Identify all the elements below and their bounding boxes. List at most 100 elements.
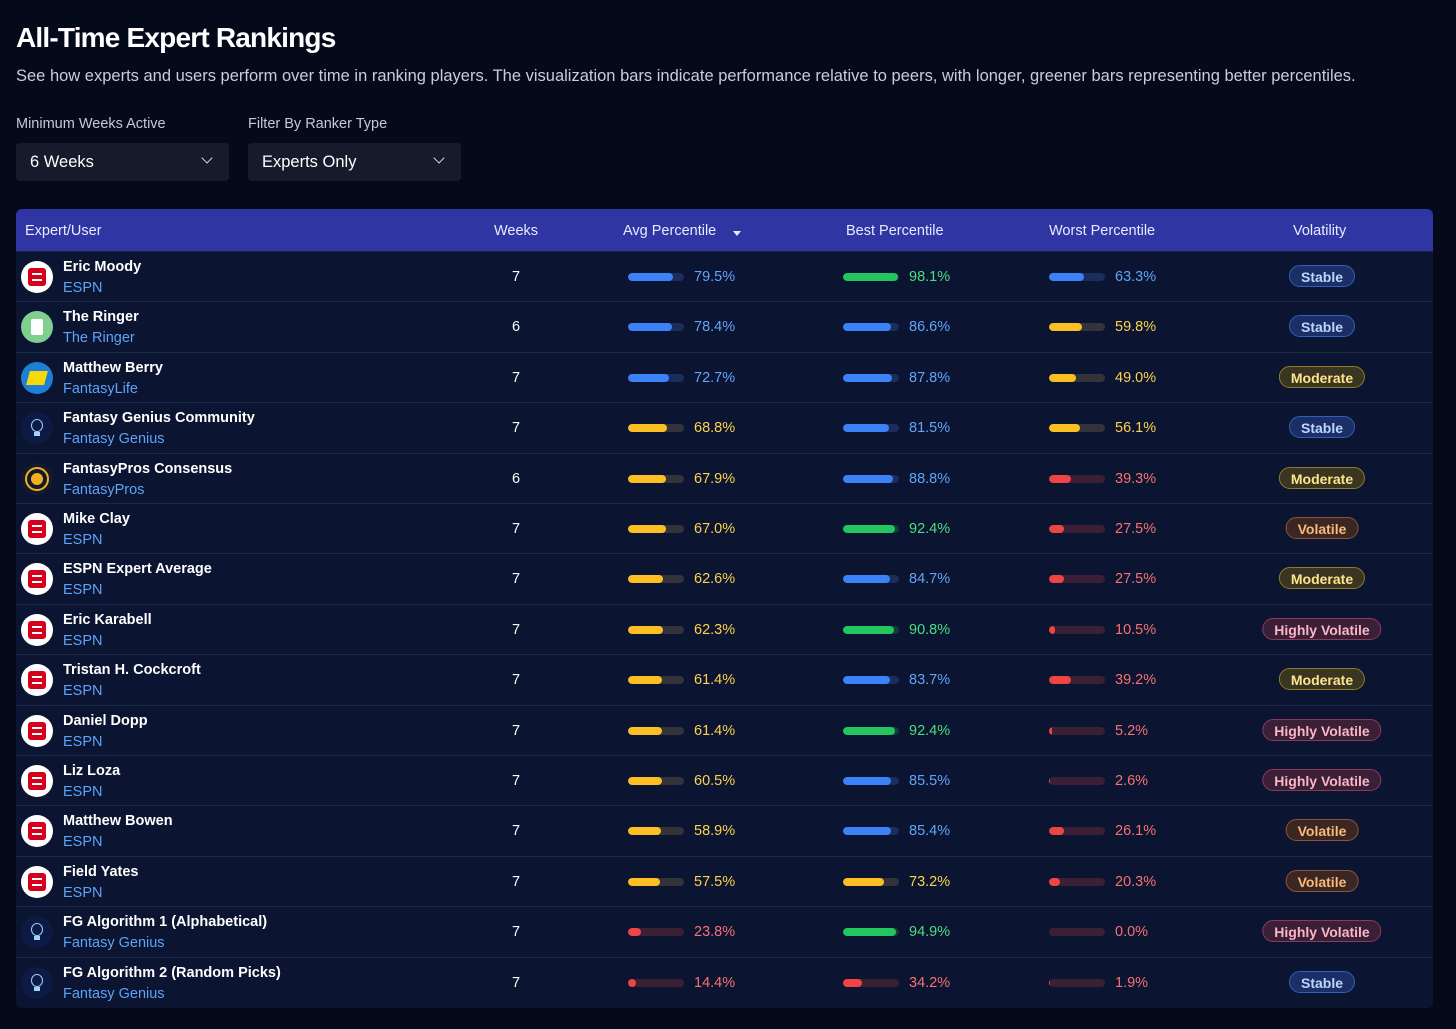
percentile-bar xyxy=(843,474,893,483)
percentile-bar xyxy=(628,474,667,483)
percentile-track xyxy=(628,676,684,685)
logo-part xyxy=(31,973,43,987)
percentile-bar xyxy=(628,424,667,433)
expert-source: ESPN xyxy=(63,532,103,548)
percentile-bar xyxy=(1049,726,1052,735)
percentile-track xyxy=(628,978,684,987)
expert-name: Daniel Dopp xyxy=(63,712,148,729)
expert-source: ESPN xyxy=(63,582,103,599)
percentile-track xyxy=(1049,525,1105,533)
weeks: 7 xyxy=(511,521,521,537)
table-row: Liz Loza ESPN 7 60.5% 85.5% 2.6% Highly Volati… xyxy=(16,755,1433,805)
weeks: 7 xyxy=(511,974,521,991)
expert-name: FantasyPros Consensus xyxy=(63,460,233,477)
percentile-bar xyxy=(1049,373,1077,382)
percentile-bar xyxy=(628,323,672,332)
rankings-table: Expert/User Weeks Avg Percentile Best Perce… xyxy=(16,209,1433,1008)
dropdown-value: Experts Only xyxy=(262,153,357,171)
expert-name: ESPN Expert Average xyxy=(63,561,212,578)
percentile-track xyxy=(1049,978,1105,987)
logo-part xyxy=(32,575,42,578)
chevron xyxy=(201,152,213,164)
percentile-label: 61.4% xyxy=(694,722,736,739)
percentile-track xyxy=(843,474,899,483)
logo xyxy=(21,664,53,697)
logo xyxy=(21,765,53,797)
percentile-bar xyxy=(628,676,663,685)
column-header[interactable]: Avg Percentile xyxy=(623,223,717,239)
percentile-bar xyxy=(1049,625,1055,634)
logo-part xyxy=(32,279,42,281)
volatility-badge: Highly Volatile xyxy=(1262,718,1382,741)
percentile-bar xyxy=(843,625,894,634)
weeks: 7 xyxy=(511,571,521,588)
logo-part xyxy=(34,936,40,941)
percentile-label: 27.5% xyxy=(1115,521,1157,537)
table-row: Tristan H. Cockcroft ESPN 7 61.4% 83.7% 39.2%… xyxy=(16,654,1433,704)
weeks: 7 xyxy=(511,621,521,638)
percentile-bar xyxy=(628,575,664,584)
logo-part xyxy=(32,877,42,880)
volatility-badge: Stable xyxy=(1288,265,1356,287)
logo-part xyxy=(26,370,48,385)
weeks: 7 xyxy=(511,722,521,739)
percentile-track xyxy=(628,273,684,281)
percentile-label: 61.4% xyxy=(694,672,736,689)
weeks: 6 xyxy=(511,319,521,336)
chevron xyxy=(433,152,445,164)
volatility-badge: Volatile xyxy=(1285,517,1359,539)
percentile-label: 67.0% xyxy=(694,521,736,537)
percentile-track xyxy=(1049,625,1105,634)
percentile-label: 92.4% xyxy=(909,722,951,739)
table-row: Fantasy Genius Community Fantasy Genius 7 6… xyxy=(16,402,1433,452)
percentile-bar xyxy=(628,928,642,937)
dropdown[interactable]: Experts Only xyxy=(248,143,461,181)
percentile-track xyxy=(843,676,899,685)
logo-part xyxy=(31,419,43,433)
logo-part xyxy=(32,531,42,533)
percentile-label: 0.0% xyxy=(1115,924,1149,941)
logo-part xyxy=(32,682,42,685)
logo-part xyxy=(28,620,46,639)
table-row: Matthew Berry FantasyLife 7 72.7% 87.8% 49.0%… xyxy=(16,351,1433,402)
percentile-track xyxy=(843,625,899,634)
logo-part xyxy=(32,581,42,584)
percentile-bar xyxy=(843,424,889,433)
percentile-bar xyxy=(843,726,895,735)
percentile-label: 92.4% xyxy=(909,521,951,537)
percentile-label: 62.3% xyxy=(694,621,736,638)
logo-part xyxy=(32,625,42,628)
table-row: ESPN Expert Average ESPN 7 62.6% 84.7% 27.5% M… xyxy=(16,553,1433,603)
logo-part xyxy=(32,525,42,527)
logo xyxy=(21,865,53,898)
percentile-label: 49.0% xyxy=(1115,369,1157,386)
percentile-track xyxy=(628,575,684,584)
weeks: 7 xyxy=(511,773,521,789)
percentile-track xyxy=(1049,726,1105,735)
percentile-track xyxy=(628,525,684,533)
percentile-track xyxy=(628,827,684,836)
logo-part xyxy=(28,671,46,690)
percentile-track xyxy=(843,928,899,937)
page-title: All-Time Expert Rankings xyxy=(16,22,336,53)
logo-part xyxy=(32,732,42,735)
table-row: Eric Karabell ESPN 7 62.3% 90.8% 10.5% Highly … xyxy=(16,603,1433,654)
percentile-bar xyxy=(628,625,663,634)
percentile-bar xyxy=(628,273,673,281)
logo-part xyxy=(32,273,42,275)
volatility-badge: Volatile xyxy=(1285,869,1359,892)
percentile-label: 90.8% xyxy=(909,621,951,638)
percentile-track xyxy=(1049,273,1105,281)
percentile-bar xyxy=(628,777,662,785)
percentile-track xyxy=(1049,424,1105,433)
logo-part xyxy=(32,676,42,679)
volatility-badge: Stable xyxy=(1288,416,1356,439)
percentile-track xyxy=(843,575,899,584)
expert-name: The Ringer xyxy=(63,309,139,326)
percentile-track xyxy=(628,625,684,634)
dropdown[interactable]: 6 Weeks xyxy=(16,143,229,181)
percentile-track xyxy=(843,373,899,382)
percentile-label: 68.8% xyxy=(694,420,736,437)
logo xyxy=(21,966,53,999)
expert-source: The Ringer xyxy=(63,330,135,347)
